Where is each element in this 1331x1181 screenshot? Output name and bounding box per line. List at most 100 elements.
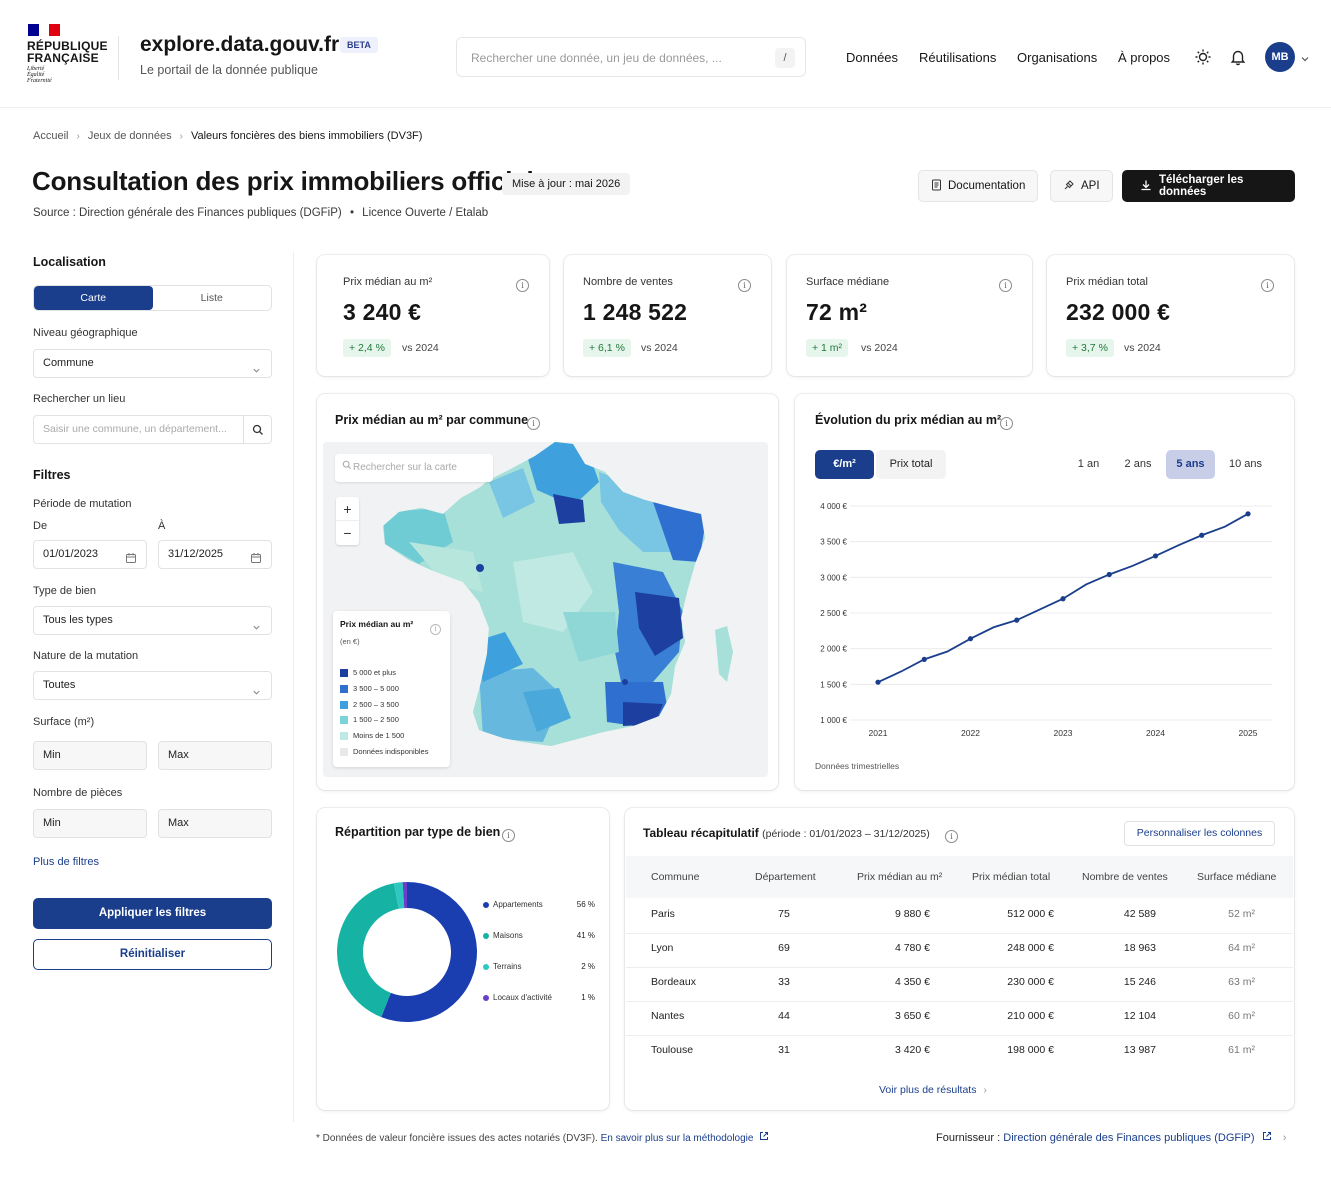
info-icon[interactable]: i [527, 413, 540, 431]
table-column-header[interactable]: Prix médian au m² [857, 871, 943, 883]
date-to-input[interactable]: 31/12/2025 [158, 540, 272, 569]
period-label: Période de mutation [33, 498, 132, 510]
info-icon[interactable]: i [945, 826, 958, 844]
period-2-ans[interactable]: 2 ans [1124, 458, 1152, 470]
type-value: Tous les types [43, 614, 113, 626]
more-filters-link[interactable]: Plus de filtres [33, 856, 100, 868]
table-cell: 3 650 € [894, 1010, 930, 1022]
rooms-min-input[interactable]: Min [33, 809, 147, 838]
table-cell: 12 104 [1123, 1010, 1156, 1022]
data-point[interactable] [1152, 553, 1159, 559]
data-point[interactable] [1106, 571, 1112, 578]
donut-slice[interactable] [381, 882, 477, 1022]
table-column-header[interactable]: Département [755, 871, 816, 883]
period-1-an[interactable]: 1 an [1077, 458, 1100, 470]
notifications-bell-icon[interactable] [1227, 46, 1249, 68]
data-point[interactable] [1014, 617, 1020, 623]
table-cell: 13 987 [1123, 1044, 1156, 1056]
nav-donnees[interactable]: Données [846, 50, 899, 65]
table-cell: 75 [778, 908, 790, 920]
property-type-donut-chart [337, 882, 477, 1022]
user-menu-chevron-down-icon[interactable] [1300, 51, 1310, 69]
documentation-button[interactable]: Documentation [918, 170, 1039, 202]
kpi-delta-badge: + 1 m² [806, 339, 849, 357]
see-more-results-link[interactable]: Voir plus de résultats › [879, 1084, 987, 1096]
table-column-header[interactable]: Prix médian total [972, 871, 1051, 883]
legend-label: 5 000 et plus [353, 668, 396, 677]
toggle-eur-m2[interactable]: €/m² [815, 450, 874, 479]
info-icon[interactable]: i [1261, 275, 1274, 293]
data-point[interactable] [1245, 511, 1251, 517]
chevron-down-icon [252, 359, 261, 386]
donut-slice[interactable] [393, 882, 405, 909]
breadcrumb-accueil[interactable]: Accueil [33, 130, 69, 142]
info-icon[interactable]: i [1000, 413, 1013, 431]
nav-a-propos[interactable]: À propos [1118, 50, 1171, 65]
surface-min-input[interactable]: Min [33, 741, 147, 770]
zoom-out-button[interactable]: − [343, 525, 352, 541]
breadcrumb-jeux-de-donnees[interactable]: Jeux de données [87, 130, 172, 142]
theme-sun-icon[interactable] [1192, 46, 1214, 68]
legend-dot [483, 994, 489, 1001]
user-avatar[interactable]: MB [1265, 42, 1295, 72]
data-point[interactable] [875, 679, 881, 685]
search-icon [342, 454, 352, 482]
nav-reutilisations[interactable]: Réutilisations [919, 50, 997, 65]
customize-columns-button[interactable]: Personnaliser les colonnes [1124, 821, 1275, 846]
data-point[interactable] [967, 636, 974, 642]
kpi-value: 232 000 € [1066, 299, 1171, 325]
reset-filters-button[interactable]: Réinitialiser [33, 939, 272, 970]
sidebar-divider [293, 252, 294, 1122]
legend-swatch [340, 668, 348, 677]
apply-filters-button[interactable]: Appliquer les filtres [33, 898, 272, 929]
view-map-tab[interactable]: Carte [34, 286, 153, 310]
nature-select[interactable]: Toutes [33, 671, 272, 700]
table-column-header[interactable]: Commune [651, 871, 700, 883]
surface-max-input[interactable]: Max [158, 741, 272, 770]
geo-level-select[interactable]: Commune [33, 349, 272, 378]
donut-slice[interactable] [337, 883, 399, 1018]
date-from-input[interactable]: 01/01/2023 [33, 540, 147, 569]
zoom-in-button[interactable]: + [336, 497, 359, 521]
row-divider [626, 933, 1293, 934]
info-icon[interactable]: i [430, 618, 441, 636]
methodology-link[interactable]: En savoir plus sur la méthodologie [600, 1133, 754, 1144]
provider-link[interactable]: Direction générale des Finances publique… [1003, 1132, 1255, 1144]
table-column-header[interactable]: Surface médiane [1197, 871, 1277, 883]
legend-title: Prix médian au m² [340, 619, 414, 629]
data-point[interactable] [1060, 596, 1066, 602]
from-label: De [33, 520, 48, 532]
view-list-tab[interactable]: Liste [200, 292, 223, 304]
data-point[interactable] [921, 656, 927, 662]
download-icon [1140, 179, 1152, 194]
legend-label: Maisons [493, 931, 523, 940]
search-place-input[interactable]: Saisir une commune, un département... [33, 415, 272, 444]
info-icon[interactable]: i [999, 275, 1012, 293]
period-10-ans[interactable]: 10 ans [1228, 458, 1263, 470]
type-select[interactable]: Tous les types [33, 606, 272, 635]
x-tick-label: 2024 [1146, 728, 1165, 738]
table-column-header[interactable]: Nombre de ventes [1082, 871, 1168, 883]
donut-legend-item: Maisons 41 % [483, 931, 595, 940]
site-title[interactable]: explore.data.gouv.fr [140, 33, 340, 56]
info-icon[interactable]: i [502, 825, 515, 843]
search-icon[interactable] [243, 416, 271, 443]
x-tick-label: 2022 [961, 728, 980, 738]
info-icon[interactable]: i [516, 275, 529, 293]
global-search-input[interactable]: Rechercher une donnée, un jeu de données… [456, 37, 806, 77]
see-more-label: Voir plus de résultats [879, 1084, 977, 1096]
period-5-ans[interactable]: 5 ans [1166, 450, 1215, 479]
breadcrumb: Accueil › Jeux de données › Valeurs fonc… [33, 130, 422, 142]
separator-dot: • [349, 207, 354, 219]
nav-organisations[interactable]: Organisations [1017, 50, 1098, 65]
legend-label: 3 500 – 5 000 [353, 684, 399, 693]
toggle-prix-total[interactable]: Prix total [876, 450, 946, 479]
data-point[interactable] [1199, 532, 1205, 538]
download-data-button[interactable]: Télécharger les données [1122, 170, 1295, 202]
map-search-input[interactable]: Rechercher sur la carte [335, 454, 493, 482]
rooms-max-input[interactable]: Max [158, 809, 272, 838]
provider-line: Fournisseur : Direction générale des Fin… [936, 1131, 1286, 1144]
api-button[interactable]: API [1050, 170, 1113, 202]
info-icon[interactable]: i [738, 275, 751, 293]
donut-slice[interactable] [402, 882, 407, 909]
